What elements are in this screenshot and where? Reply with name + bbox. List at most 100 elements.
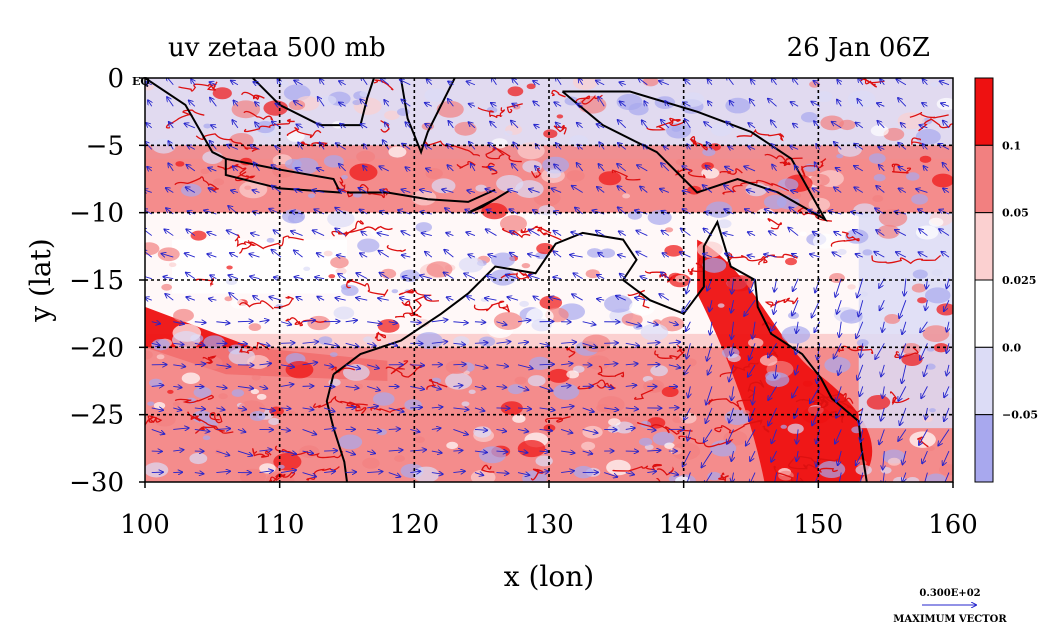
- field-blob: [507, 86, 524, 97]
- wind-vector: [280, 429, 290, 430]
- wind-vector: [189, 100, 196, 107]
- wind-vector: [317, 297, 325, 301]
- wind-vector: [237, 386, 253, 388]
- field-blob: [868, 153, 886, 164]
- wind-vector: [474, 408, 485, 411]
- wind-vector: [277, 79, 281, 85]
- coast-lesser-sunda: [347, 188, 496, 203]
- wind-vector: [659, 294, 670, 301]
- wind-vector: [816, 429, 821, 443]
- wind-vector: [517, 408, 531, 409]
- wind-vector: [250, 276, 260, 278]
- wind-vector: [377, 233, 389, 236]
- field-blob: [212, 178, 225, 186]
- field-blob: [453, 336, 470, 347]
- contour-line: [252, 448, 272, 458]
- contour-line: [343, 220, 364, 238]
- wind-vector: [400, 298, 411, 300]
- colorbar: 0.1 0.05 0.025 0.0 −0.05: [974, 77, 1038, 483]
- wind-vector: [315, 277, 325, 279]
- field-blob: [905, 477, 920, 482]
- contour-line: [916, 436, 929, 448]
- wind-vector: [166, 78, 174, 86]
- wind-vector: [420, 275, 432, 278]
- wind-vector: [835, 429, 842, 443]
- wind-vector: [474, 365, 488, 368]
- field-blob: [604, 294, 633, 313]
- wind-vector: [882, 321, 884, 332]
- wind-vector: [604, 408, 618, 410]
- coast-sumatra: [145, 78, 227, 160]
- wind-vector: [582, 451, 593, 454]
- field-blob: [652, 431, 675, 446]
- wind-vector: [356, 273, 368, 280]
- field-blob: [231, 299, 246, 309]
- field-blob: [608, 418, 621, 427]
- wind-vector: [881, 364, 884, 377]
- wind-vector: [625, 428, 635, 430]
- wind-vector: [510, 231, 519, 236]
- wind-vector: [259, 471, 272, 473]
- field-blob: [877, 224, 900, 239]
- field-blob: [587, 355, 611, 370]
- grid-lines: [145, 78, 953, 482]
- wind-vector: [919, 125, 928, 128]
- wind-vector: [535, 166, 540, 172]
- field-blob: [529, 356, 551, 371]
- wind-vector: [237, 429, 246, 432]
- wind-vector: [410, 407, 422, 408]
- wind-vector: [730, 101, 734, 107]
- field-blob: [277, 464, 285, 470]
- wind-vector: [294, 250, 303, 258]
- wind-vector: [151, 322, 160, 324]
- field-blob: [671, 442, 701, 461]
- field-blob: [414, 436, 425, 443]
- wind-vector: [919, 429, 928, 445]
- wind-vector: [598, 97, 605, 107]
- wind-vector: [313, 230, 325, 236]
- wind-vector: [379, 166, 389, 172]
- wind-vector: [683, 191, 691, 193]
- wind-vector: [647, 429, 655, 430]
- wind-vector: [703, 254, 713, 257]
- wind-vector: [902, 450, 907, 464]
- field-blob: [853, 203, 877, 218]
- wind-vector: [572, 186, 583, 193]
- field-blob: [377, 319, 400, 333]
- field-blob: [168, 262, 177, 268]
- contour-line: [764, 297, 799, 308]
- contour-line: [645, 270, 673, 283]
- wind-vector: [556, 143, 562, 150]
- wind-vector: [384, 100, 390, 107]
- wind-vector: [797, 429, 799, 443]
- field-blob: [743, 410, 750, 415]
- contour-line: [889, 391, 910, 406]
- wind-vector: [855, 122, 864, 129]
- wind-vector: [796, 450, 798, 461]
- wind-vector: [943, 188, 950, 192]
- wind-vector: [169, 122, 174, 129]
- contour-line: [473, 300, 510, 313]
- wind-vector: [508, 189, 519, 192]
- wind-vector: [228, 275, 239, 279]
- wind-vector: [208, 188, 217, 193]
- wind-vector: [644, 101, 647, 107]
- wind-vector: [512, 78, 519, 86]
- wind-vector: [275, 104, 282, 107]
- wind-vector: [895, 230, 907, 236]
- wind-vector: [727, 429, 734, 443]
- field-blob: [507, 384, 524, 395]
- wind-vector: [402, 144, 411, 150]
- wind-vector: [829, 211, 842, 214]
- field-blob: [200, 168, 210, 175]
- wind-vector: [259, 343, 269, 345]
- wind-vector: [490, 122, 497, 129]
- wind-vector: [367, 364, 379, 369]
- colorbar-swatch: [974, 77, 994, 146]
- wind-vector: [875, 343, 885, 359]
- wind-vector: [388, 322, 397, 323]
- contour-line: [611, 169, 641, 181]
- contour-line: [485, 146, 522, 163]
- wind-vector: [173, 408, 181, 410]
